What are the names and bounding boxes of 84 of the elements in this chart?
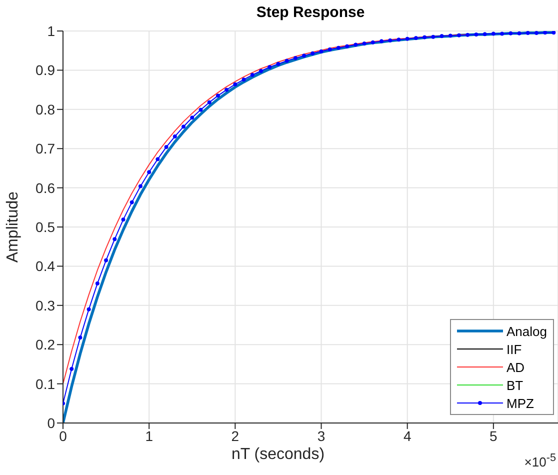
point: [388, 38, 392, 42]
point: [250, 72, 254, 77]
point: [130, 200, 134, 204]
point: [242, 78, 246, 82]
point: [86, 307, 91, 312]
legend-label: BT: [506, 378, 524, 392]
y-tick-label: 0.1: [36, 376, 56, 392]
point: [466, 32, 470, 37]
y-tick-label: 0.9: [36, 62, 56, 78]
y-tick-label: 0: [47, 414, 56, 431]
point: [268, 65, 272, 70]
point: [474, 32, 478, 37]
point: [422, 35, 427, 40]
point: [319, 49, 324, 54]
x-tick-label: 4: [403, 428, 412, 444]
point: [414, 36, 418, 40]
point: [293, 56, 298, 60]
point: [172, 134, 177, 138]
point: [500, 32, 504, 36]
point: [181, 124, 186, 129]
point: [336, 46, 341, 50]
point: [491, 32, 496, 36]
point: [156, 157, 160, 162]
point: [95, 281, 100, 286]
point: [164, 144, 168, 150]
point: [276, 62, 280, 66]
point: [534, 31, 539, 36]
y-tick-label: 0.5: [36, 218, 56, 235]
point: [552, 31, 556, 35]
x-tick-label: 2: [231, 428, 240, 444]
x-tick-label: 3: [317, 428, 326, 444]
point: [328, 47, 332, 52]
line-series: [63, 34, 468, 384]
point: [224, 88, 229, 92]
point: [508, 31, 513, 36]
y-tick-label: 0.2: [36, 336, 56, 353]
point: [284, 58, 289, 63]
point: [354, 42, 358, 47]
point: [104, 258, 108, 262]
y-tick-label: 0.3: [36, 297, 56, 314]
point: [147, 170, 152, 174]
x-tick-label: 0: [59, 428, 68, 444]
y-tick-label: 0.4: [36, 258, 56, 274]
point: [302, 54, 306, 58]
point: [216, 94, 220, 98]
point: [448, 34, 452, 38]
point: [440, 34, 444, 38]
y-tick-label: 1: [47, 22, 56, 39]
legend-label: MPZ: [506, 396, 534, 410]
point: [431, 34, 436, 39]
point: [362, 41, 366, 46]
point: [379, 39, 384, 44]
point: [526, 31, 530, 36]
y-tick-label: 0.6: [36, 180, 56, 196]
point: [405, 36, 410, 41]
chart-title: Step Response: [255, 4, 366, 21]
legend-label: AD: [506, 360, 525, 374]
point: [345, 44, 350, 48]
point: [207, 100, 212, 104]
point: [517, 31, 522, 36]
point: [310, 51, 315, 56]
legend-label: Analog: [506, 324, 547, 338]
text: ×10$^{-5}$: [524, 452, 556, 470]
x-axis-title: nT (seconds): [230, 446, 326, 464]
point: [138, 184, 143, 188]
point: [233, 82, 238, 86]
point: [198, 108, 203, 112]
x-tick-label: 1: [145, 428, 154, 444]
point: [543, 31, 548, 35]
point: [121, 218, 126, 222]
point: [258, 68, 264, 74]
point: [456, 33, 462, 38]
point: [482, 32, 487, 36]
point: [78, 335, 82, 340]
legend-label: IIF: [506, 342, 522, 356]
point: [112, 237, 117, 242]
x-tick-label: 5: [490, 428, 498, 444]
point: [396, 38, 401, 42]
point: [370, 40, 375, 44]
point: [70, 366, 74, 371]
y-tick-label: 0.7: [36, 140, 56, 157]
y-tick-label: 0.8: [36, 101, 56, 118]
y-axis-title: Amplitude: [5, 191, 23, 263]
point: [190, 116, 194, 120]
